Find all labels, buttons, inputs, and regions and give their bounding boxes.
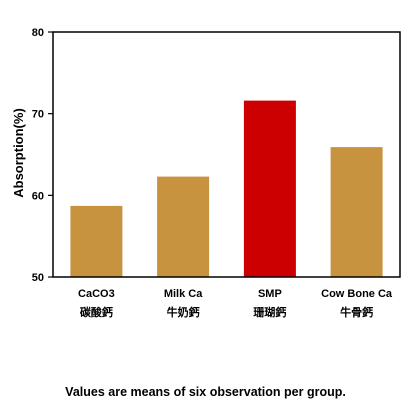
axes: CaCO3 碳酸鈣 Milk Ca 牛奶鈣 SMP 珊瑚鈣 Cow Bone Ca 牛骨鈣 50… (32, 27, 401, 319)
x-tick-label: Milk Ca (164, 288, 203, 300)
bars-layer (70, 100, 383, 277)
x-tick-sublabel: 碳酸鈣 (80, 305, 113, 319)
y-tick-label: 70 (32, 109, 44, 121)
y-axis-title: Absorption(%) (11, 108, 26, 198)
x-tick-sublabel: 珊瑚鈣 (253, 305, 286, 319)
y-tick-label: 60 (32, 190, 44, 202)
bar-caco3 (70, 205, 123, 277)
x-tick-sublabel: 牛骨鈣 (340, 305, 373, 319)
x-tick-label: Cow Bone Ca (321, 288, 393, 300)
x-tick-label: SMP (258, 288, 282, 300)
bar-cow-bone-ca (330, 147, 383, 277)
plot-frame (52, 31, 401, 278)
x-tick-sublabel: 牛奶鈣 (167, 305, 200, 319)
bar-milk-ca (157, 176, 210, 277)
y-tick-label: 50 (32, 272, 44, 284)
footnote: Values are means of six observation per … (65, 385, 346, 399)
x-tick-label: CaCO3 (78, 288, 115, 300)
y-tick-label: 80 (32, 27, 44, 39)
bar-smp (243, 100, 296, 277)
